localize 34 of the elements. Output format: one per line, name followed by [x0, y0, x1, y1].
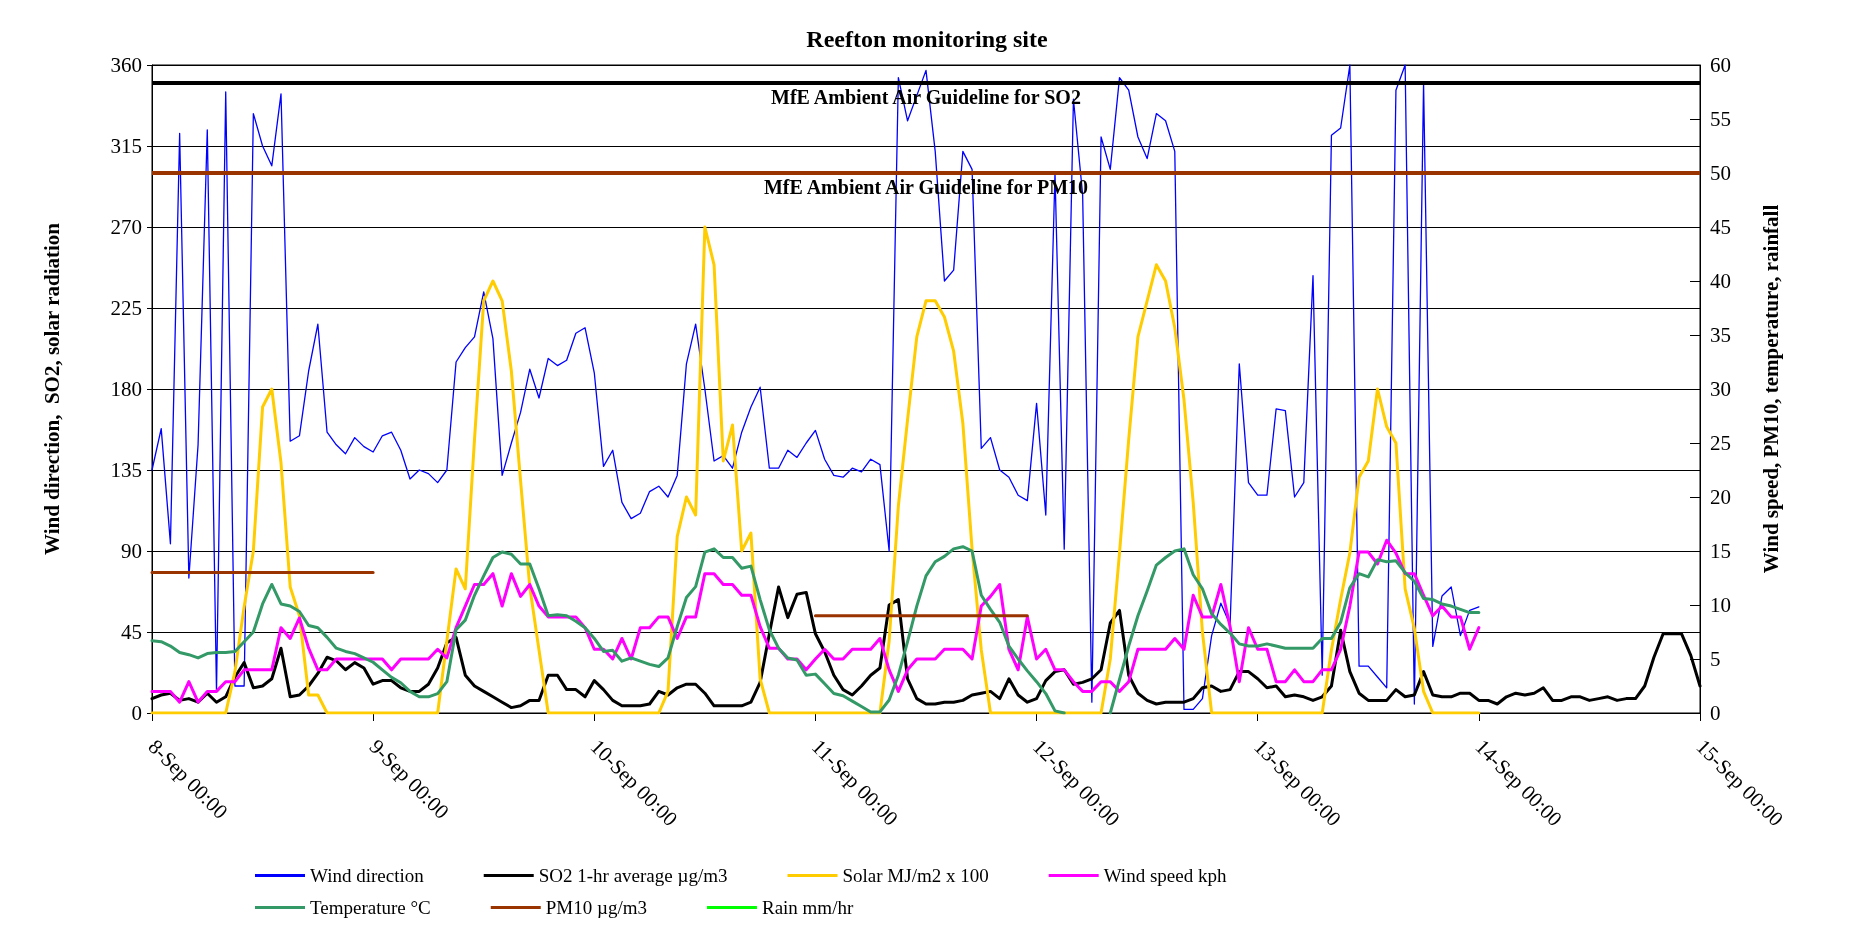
- y2-tick-label: 25: [1710, 431, 1731, 455]
- y-tick-label: 315: [110, 134, 142, 158]
- y2-tick-label: 5: [1710, 647, 1721, 671]
- legend-label: SO2 1-hr average µg/m3: [538, 865, 728, 886]
- y-tick-label: 0: [131, 701, 142, 725]
- y2-tick-label: 0: [1710, 701, 1721, 725]
- y-tick-label: 180: [110, 377, 142, 401]
- legend-label: Wind speed kph: [1103, 865, 1227, 886]
- y-tick-label: 270: [110, 215, 142, 239]
- legend-label: PM10 µg/m3: [545, 897, 647, 918]
- line-series: [150, 225, 1481, 715]
- y2-tick-label: 45: [1710, 215, 1731, 239]
- y-tick-label: 225: [110, 296, 142, 320]
- y-axis-title: Wind direction, SO2, solar radiation: [39, 222, 64, 555]
- y2-tick-label: 30: [1710, 377, 1731, 401]
- y-tick-label: 45: [121, 620, 142, 644]
- y2-tick-label: 55: [1710, 107, 1731, 131]
- y2-tick-label: 50: [1710, 161, 1731, 185]
- y-tick-label: 135: [110, 458, 142, 482]
- y2-tick-label: 15: [1710, 539, 1731, 563]
- y2-tick-label: 60: [1710, 53, 1731, 77]
- legend-label: Wind direction: [310, 865, 425, 886]
- y2-tick-label: 40: [1710, 269, 1731, 293]
- y-tick-label: 90: [121, 539, 142, 563]
- legend-label: Rain mm/hr: [761, 897, 854, 918]
- legend-label: Solar MJ/m2 x 100: [842, 865, 989, 886]
- line-series: [151, 64, 1480, 711]
- y2-tick-label: 20: [1710, 485, 1731, 509]
- y2-axis-title: Wind speed, PM10, temperature, rainfall: [1758, 204, 1783, 574]
- chart-title: Reefton monitoring site: [806, 26, 1048, 52]
- legend-label: Temperature °C: [310, 897, 431, 918]
- y2-tick-label: 10: [1710, 593, 1731, 617]
- y-tick-label: 360: [110, 53, 142, 77]
- y2-tick-label: 35: [1710, 323, 1731, 347]
